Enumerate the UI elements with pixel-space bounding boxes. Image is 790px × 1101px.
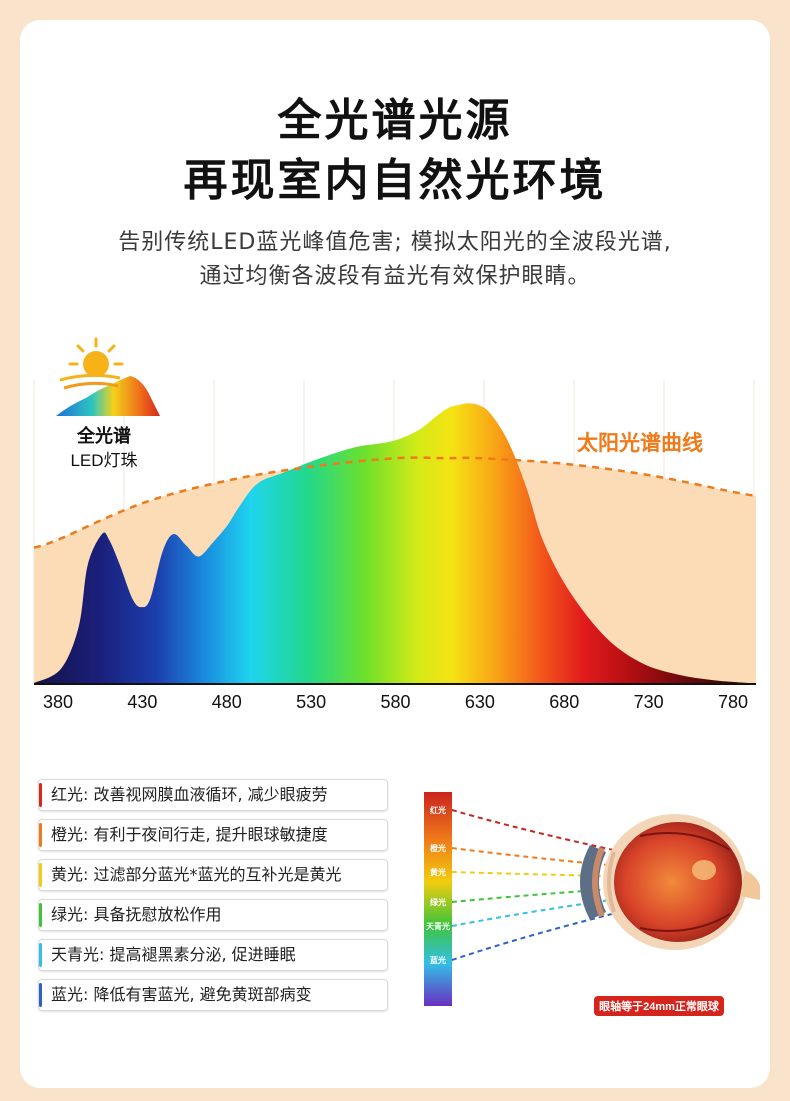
- subtitle-line2: 通过均衡各波段有益光有效保护眼睛。: [199, 264, 591, 289]
- legend-text: 蓝光: 降低有害蓝光, 避免黄斑部病变: [51, 985, 312, 1004]
- band-label: 天青光: [426, 921, 450, 931]
- legend-item: 绿光: 具备抚慰放松作用: [38, 899, 388, 931]
- x-tick-label: 480: [212, 692, 242, 712]
- band-label: 橙光: [430, 843, 446, 853]
- sun-curve-label: 太阳光谱曲线: [577, 431, 703, 455]
- legend-text: 橙光: 有利于夜间行走, 提升眼球敏捷度: [51, 825, 328, 844]
- sun-logo-icon: [56, 337, 160, 416]
- band-label: 红光: [430, 805, 446, 815]
- legend-color-bar: [39, 863, 42, 887]
- band-label: 绿光: [430, 897, 446, 907]
- legend-color-bar: [39, 783, 42, 807]
- light-beam: [451, 880, 726, 903]
- legend-item: 天青光: 提高褪黑素分泌, 促进睡眠: [38, 939, 388, 971]
- legend-item: 红光: 改善视网膜血液循环, 减少眼疲劳: [38, 779, 388, 811]
- led-spectrum-area: [34, 403, 750, 683]
- x-axis-ticks: 380 430 480 530 580 630 680 730 780: [43, 692, 748, 712]
- light-beam: [451, 886, 726, 961]
- badge-line2: LED灯珠: [70, 451, 137, 470]
- band-label: 蓝光: [430, 955, 446, 965]
- legend-item: 蓝光: 降低有害蓝光, 避免黄斑部病变: [38, 979, 388, 1011]
- legend-text: 绿光: 具备抚慰放松作用: [51, 905, 222, 924]
- legend-color-bar: [39, 903, 42, 927]
- legend-color-bar: [39, 983, 42, 1007]
- caption-pill: [594, 996, 724, 1016]
- legend-text: 天青光: 提高褪黑素分泌, 促进睡眠: [51, 945, 296, 964]
- legend-color-bar: [39, 943, 42, 967]
- sun-spectrum-curve: [33, 456, 757, 549]
- spectrum-band-strip: [424, 792, 452, 1006]
- legend-color-bar: [39, 823, 42, 847]
- x-tick-label: 580: [380, 692, 410, 712]
- x-tick-label: 730: [634, 692, 664, 712]
- legend-item: 黄光: 过滤部分蓝光*蓝光的互补光是黄光: [38, 859, 388, 891]
- band-label: 黄光: [430, 867, 446, 877]
- x-tick-label: 430: [127, 692, 157, 712]
- legend-text: 红光: 改善视网膜血液循环, 减少眼疲劳: [51, 785, 328, 804]
- light-beam: [451, 871, 726, 880]
- x-tick-label: 630: [465, 692, 495, 712]
- x-tick-label: 680: [549, 692, 579, 712]
- subtitle-line1: 告别传统LED蓝光峰值危害; 模拟太阳光的全波段光谱,: [118, 230, 672, 255]
- eyeball-icon: [580, 814, 760, 950]
- light-beam: [451, 847, 726, 877]
- spectrum-chart: 380 430 480 530 580 630 680 730 780 太阳光谱曲线 全光谱 L…: [33, 337, 757, 712]
- legend-item: 橙光: 有利于夜间行走, 提升眼球敏捷度: [38, 819, 388, 851]
- legend-text: 黄光: 过滤部分蓝光*蓝光的互补光是黄光: [51, 865, 342, 884]
- page-title-line1: 全光谱光源: [277, 95, 513, 146]
- x-tick-label: 380: [43, 692, 73, 712]
- page-title-line2: 再现室内自然光环境: [183, 155, 607, 206]
- eye-caption: 眼轴等于24mm正常眼球: [599, 999, 720, 1013]
- x-tick-label: 530: [296, 692, 326, 712]
- badge-line1: 全光谱: [76, 425, 131, 446]
- x-tick-label: 780: [718, 692, 748, 712]
